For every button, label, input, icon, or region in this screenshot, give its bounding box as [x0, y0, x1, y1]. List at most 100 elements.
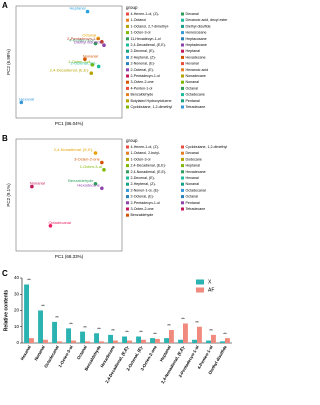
legend-swatch: [126, 99, 129, 103]
legend-label: 4-Hexen-1-ol, (Z)-: [131, 12, 160, 16]
legend-label: 3-Octen-2-one: [131, 80, 154, 84]
point-label: 2,4-Nonadienal, (E,E)-: [54, 147, 94, 152]
legend-swatch: [126, 12, 129, 16]
legend-swatch: [181, 18, 184, 22]
legend-title: group: [126, 138, 138, 143]
point-label: 2-Octenal, (E)-: [70, 61, 97, 66]
significance-label: **: [153, 331, 157, 336]
legend-swatch: [181, 207, 184, 211]
bar: [127, 340, 132, 343]
legend-swatch: [181, 182, 184, 186]
x-tick-label: Hexanal: [19, 345, 31, 361]
x-tick-label: Heptanal: [159, 345, 172, 363]
bar: [85, 341, 90, 343]
bar: [29, 338, 34, 343]
plot-frame: [15, 5, 123, 119]
point-label: Octadecanal: [48, 220, 71, 225]
legend-label: Heptadecane: [186, 43, 207, 47]
point: [19, 100, 24, 105]
legend-swatch: [126, 207, 129, 211]
bar: [94, 333, 99, 343]
bar: [57, 341, 62, 343]
legend-label: 2,4-Decadienal, (E,E)-: [131, 164, 167, 168]
point-label: 3-Octen-2-one: [74, 157, 101, 162]
bar: [150, 338, 155, 343]
panel-label: C: [2, 269, 8, 278]
legend-swatch: [126, 62, 129, 66]
point: [93, 41, 98, 46]
legend-swatch: [181, 176, 184, 180]
point-label: Diethyl disulfide: [74, 39, 103, 44]
significance-label: **: [125, 330, 129, 335]
significance-label: **: [223, 331, 227, 336]
legend-swatch: [126, 86, 129, 90]
legend-swatch: [181, 49, 184, 53]
legend-swatch: [126, 176, 129, 180]
legend-label: Cyclobutane, 1,2-dimethyl: [131, 105, 173, 109]
point: [100, 186, 104, 191]
legend-swatch: [181, 195, 184, 199]
point: [93, 151, 98, 155]
y-tick-label: 40: [14, 275, 20, 280]
legend-swatch: [181, 105, 184, 109]
point: [83, 57, 87, 61]
bar: [206, 340, 211, 343]
legend-swatch: [126, 93, 129, 97]
legend-swatch: [126, 213, 129, 217]
x-tick-label: Octanal: [76, 345, 88, 361]
legend-swatch: [126, 55, 129, 59]
bar: [43, 339, 48, 343]
significance-label: **: [27, 278, 31, 283]
legend-swatch: [181, 151, 184, 155]
legend-swatch: [181, 12, 184, 16]
legend-swatch: [126, 74, 129, 78]
legend-label: 4-Hexen-1-ol, (Z)-: [131, 145, 160, 149]
legend-label: 2-Heptenal, (Z)-: [131, 182, 157, 186]
legend-swatch: [181, 145, 184, 149]
point: [100, 40, 104, 44]
point: [102, 43, 106, 47]
legend-label: 2-Decenal, (E)-: [131, 49, 156, 53]
legend-label: AF: [208, 287, 214, 293]
legend-label: 4-Penten-1-ol: [131, 86, 153, 90]
bar: [38, 310, 43, 343]
legend-label: Pentanal: [186, 99, 200, 103]
legend-swatch: [126, 164, 129, 168]
legend-swatch: [126, 24, 129, 28]
legend-label: Octanal: [186, 195, 199, 199]
legend-label: 2-Nonenal, (E)-: [131, 62, 156, 66]
point: [85, 9, 90, 14]
point-label: 1-Octen-3-ol: [68, 59, 90, 64]
point-label: Hexanal: [19, 96, 34, 101]
y-axis-label: Relative contents: [3, 290, 9, 332]
legend-label: 2,4-Decadienal, (E,E)-: [131, 43, 167, 47]
bar: [52, 321, 57, 343]
legend-swatch: [181, 99, 184, 103]
legend-label: X: [208, 279, 212, 285]
plot-frame: [15, 138, 123, 252]
y-tick-label: 10: [14, 324, 20, 329]
point-label: Hexadecane: [77, 182, 100, 187]
legend-label: Cyclobutane, 1,2-dimethyl: [186, 145, 228, 149]
legend-label: 11-Hexadecyn-1-ol: [131, 37, 161, 41]
point: [96, 36, 100, 41]
legend-label: Nonanal: [186, 80, 200, 84]
legend-swatch: [181, 164, 184, 168]
bar: [178, 339, 183, 343]
legend-label: Benzaldehyde: [131, 93, 154, 97]
legend-label: Butylated Hydroxytoluene: [131, 99, 172, 103]
significance-label: **: [167, 323, 171, 328]
point: [90, 63, 95, 67]
legend-swatch: [126, 170, 129, 174]
legend-label: Heptacosane: [186, 37, 207, 41]
legend-label: 3-Octen-2-one: [131, 207, 154, 211]
point-label: 1-Octen-3-ol: [80, 164, 102, 169]
legend-label: 2-Pentadecyn-1-ol: [131, 201, 161, 205]
legend-swatch: [126, 80, 129, 84]
legend-swatch: [181, 62, 184, 66]
significance-label: **: [111, 328, 115, 333]
legend-swatch: [196, 287, 204, 293]
legend-label: Heneicosane: [186, 31, 207, 35]
legend-swatch: [126, 18, 129, 22]
